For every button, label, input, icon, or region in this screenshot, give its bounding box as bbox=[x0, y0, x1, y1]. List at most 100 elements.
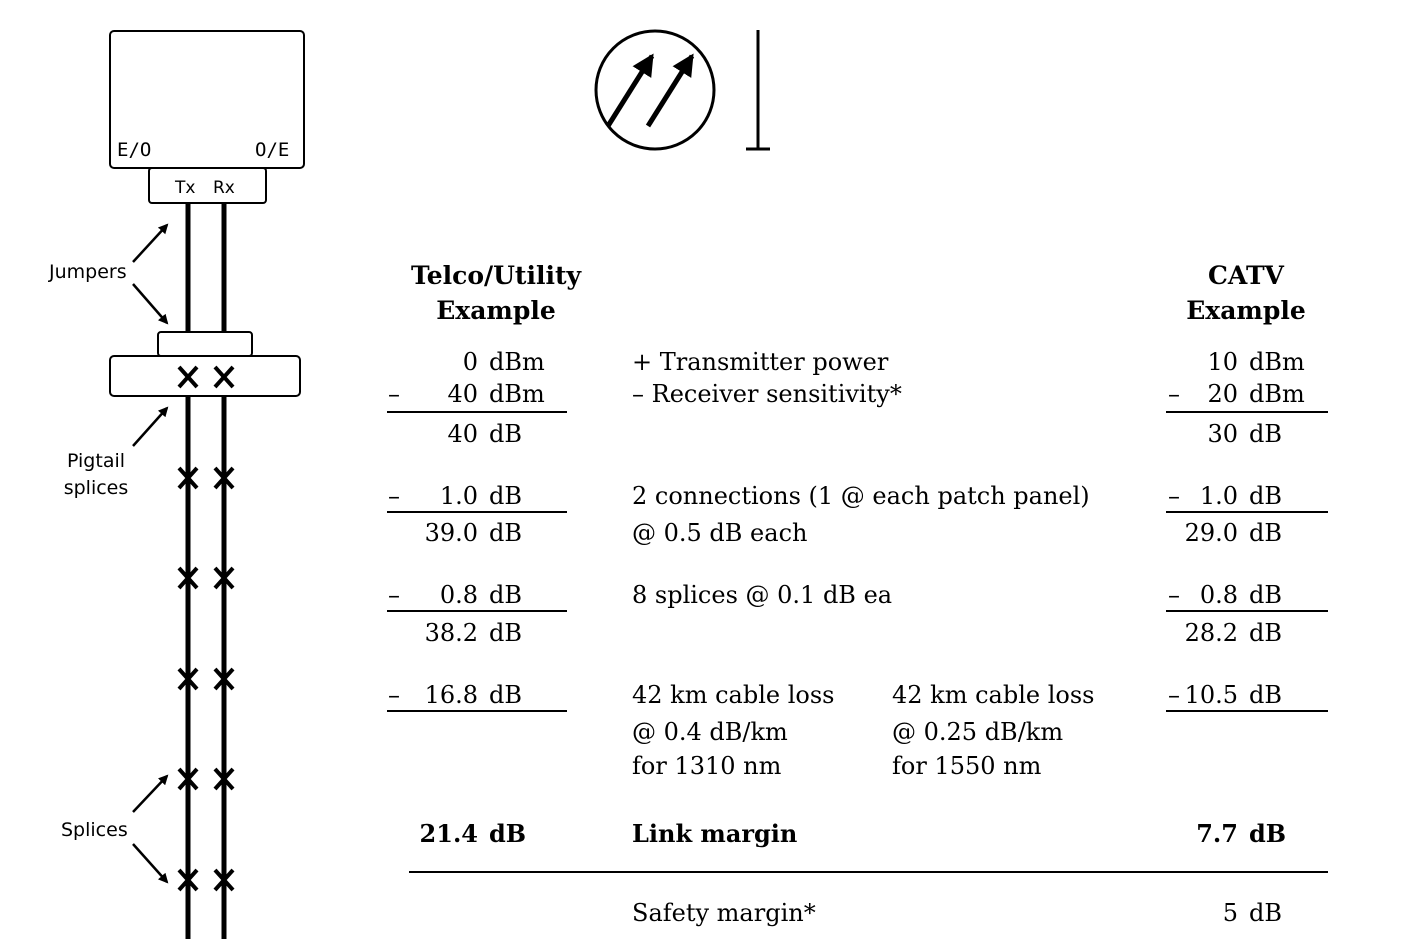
pigtail-label-line2: splices bbox=[63, 477, 129, 499]
telco-subtotal2-value: 39.0 bbox=[424, 519, 478, 547]
catv-header-line2: Example bbox=[1186, 296, 1306, 325]
telco-subtotal1-value: 40 bbox=[447, 420, 478, 448]
splice-mark bbox=[177, 767, 199, 791]
telco-cable-label-line1: 42 km cable loss bbox=[632, 681, 835, 709]
telco-transmitter-value: 0 bbox=[462, 348, 478, 376]
catv-cable-unit: dB bbox=[1249, 681, 1282, 709]
link-margin-label: Link margin bbox=[632, 819, 798, 848]
catv-transmitter-value: 10 bbox=[1207, 348, 1238, 376]
connections-label-line2: @ 0.5 dB each bbox=[632, 519, 808, 547]
splice-mark bbox=[177, 566, 199, 590]
telco-subtotal3-value: 38.2 bbox=[424, 619, 478, 647]
telco-cable-value: 16.8 bbox=[424, 681, 478, 709]
splice-mark bbox=[177, 868, 199, 892]
telco-rule bbox=[387, 511, 567, 513]
catv-subtotal1-unit: dB bbox=[1249, 420, 1282, 448]
jumpers-arrow-up bbox=[132, 223, 169, 263]
catv-safety-margin-unit: dB bbox=[1249, 899, 1282, 927]
jumpers-label: Jumpers bbox=[49, 261, 127, 283]
catv-subtotal3-unit: dB bbox=[1249, 619, 1282, 647]
catv-rule bbox=[1166, 411, 1328, 413]
telco-receiver-minus: – bbox=[388, 380, 400, 408]
oe-label: O/E bbox=[255, 139, 290, 161]
catv-receiver-minus: – bbox=[1168, 380, 1180, 408]
splices-row-label: 8 splices @ 0.1 dB ea bbox=[632, 581, 893, 609]
splice-marks bbox=[177, 365, 235, 892]
telco-receiver-value: 40 bbox=[447, 380, 478, 408]
telco-connections-minus: – bbox=[388, 482, 400, 510]
splices-arrow-up bbox=[132, 774, 169, 813]
eo-label: E/O bbox=[117, 139, 152, 161]
catv-cable-label-line1: 42 km cable loss bbox=[892, 681, 1095, 709]
telco-rule bbox=[387, 411, 567, 413]
telco-cable-unit: dB bbox=[489, 681, 522, 709]
catv-splices-value: 0.8 bbox=[1199, 581, 1238, 609]
catv-cable-label-line2: @ 0.25 dB/km bbox=[892, 718, 1064, 746]
splice-mark bbox=[213, 466, 235, 490]
catv-cable-minus: – bbox=[1168, 681, 1180, 709]
splices-arrow-down bbox=[132, 843, 169, 884]
telco-transmitter-unit: dBm bbox=[489, 348, 545, 376]
telco-cable-label-line3: for 1310 nm bbox=[632, 752, 782, 780]
catv-link-margin-unit: dB bbox=[1249, 819, 1287, 848]
telco-rule bbox=[387, 710, 567, 712]
catv-cable-value: 10.5 bbox=[1184, 681, 1238, 709]
telco-header-line1: Telco/Utility bbox=[410, 261, 582, 290]
catv-subtotal1-value: 30 bbox=[1207, 420, 1238, 448]
splice-mark bbox=[213, 767, 235, 791]
splice-mark bbox=[177, 365, 199, 389]
catv-transmitter-unit: dBm bbox=[1249, 348, 1305, 376]
telco-subtotal3-unit: dB bbox=[489, 619, 522, 647]
catv-rule bbox=[1166, 511, 1328, 513]
splice-mark bbox=[213, 667, 235, 691]
catv-receiver-unit: dBm bbox=[1249, 380, 1305, 408]
telco-splices-minus: – bbox=[388, 581, 400, 609]
telco-link-margin-value: 21.4 bbox=[419, 819, 478, 848]
catv-subtotal2-value: 29.0 bbox=[1184, 519, 1238, 547]
pigtail-arrow bbox=[132, 406, 169, 447]
annotation-arrows bbox=[132, 223, 169, 884]
ground-symbol bbox=[746, 30, 770, 151]
catv-splices-unit: dB bbox=[1249, 581, 1282, 609]
telco-connections-value: 1.0 bbox=[439, 482, 478, 510]
splices-label: Splices bbox=[61, 819, 128, 841]
tx-label: Tx bbox=[175, 178, 196, 198]
telco-receiver-unit: dBm bbox=[489, 380, 545, 408]
catv-link-margin-value: 7.7 bbox=[1196, 819, 1238, 848]
catv-connections-unit: dB bbox=[1249, 482, 1282, 510]
telco-splices-value: 0.8 bbox=[439, 581, 478, 609]
patch-panel-connector bbox=[157, 331, 253, 357]
catv-header-line1: CATV bbox=[1208, 261, 1284, 290]
splice-mark bbox=[177, 466, 199, 490]
patch-panel bbox=[109, 355, 301, 397]
catv-rule bbox=[1166, 710, 1328, 712]
telco-header-line2: Example bbox=[436, 296, 556, 325]
catv-splices-minus: – bbox=[1168, 581, 1180, 609]
telco-cable-label-line2: @ 0.4 dB/km bbox=[632, 718, 788, 746]
splice-mark bbox=[177, 667, 199, 691]
pigtail-label-line1: Pigtail bbox=[66, 450, 126, 472]
catv-connections-minus: – bbox=[1168, 482, 1180, 510]
splice-mark bbox=[213, 365, 235, 389]
catv-cable-label-line3: for 1550 nm bbox=[892, 752, 1042, 780]
telco-subtotal1-unit: dB bbox=[489, 420, 522, 448]
catv-rule bbox=[1166, 610, 1328, 612]
tx-rx-connector bbox=[148, 167, 267, 204]
catv-connections-value: 1.0 bbox=[1199, 482, 1238, 510]
catv-subtotal2-unit: dB bbox=[1249, 519, 1282, 547]
telco-rule bbox=[387, 610, 567, 612]
rx-label: Rx bbox=[213, 178, 235, 198]
splice-mark bbox=[213, 868, 235, 892]
telco-cable-minus: – bbox=[388, 681, 400, 709]
telco-splices-unit: dB bbox=[489, 581, 522, 609]
receiver-label: – Receiver sensitivity* bbox=[632, 380, 902, 408]
telco-subtotal2-unit: dB bbox=[489, 519, 522, 547]
link-margin-divider bbox=[409, 871, 1328, 873]
splice-mark bbox=[213, 566, 235, 590]
jumpers-arrow-down bbox=[132, 283, 169, 325]
catv-subtotal3-value: 28.2 bbox=[1184, 619, 1238, 647]
catv-receiver-value: 20 bbox=[1207, 380, 1238, 408]
safety-margin-label: Safety margin* bbox=[632, 899, 816, 927]
catv-safety-margin-value: 5 bbox=[1222, 899, 1238, 927]
